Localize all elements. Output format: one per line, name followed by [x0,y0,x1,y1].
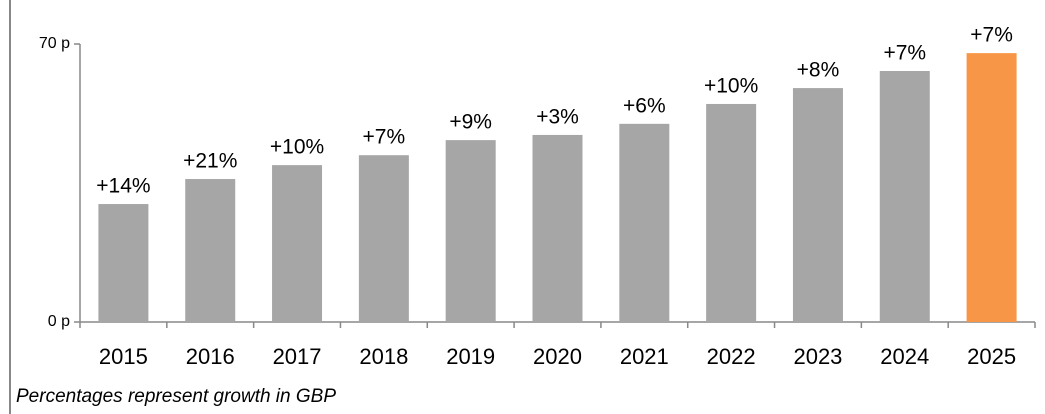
value-label: +8% [797,59,840,82]
bar [706,103,757,323]
bar [445,140,496,322]
value-label: +7% [970,24,1013,47]
x-tick-label: 2022 [707,344,756,369]
value-label: +3% [536,105,579,128]
x-tick-label: 2016 [186,344,235,369]
x-tick-label: 2018 [359,344,408,369]
x-tick-label: 2015 [99,344,148,369]
bar [358,155,409,322]
value-label: +10% [270,136,324,159]
value-label: +7% [883,42,926,65]
bar [619,123,670,322]
x-tick-label: 2019 [446,344,495,369]
x-tick-label: 2023 [793,344,842,369]
bar [98,204,149,322]
value-label: +7% [363,126,406,149]
x-tick-label: 2025 [967,344,1016,369]
y-tick-label: 70 p [39,35,70,52]
bar [879,71,930,323]
y-tick-label: 0 p [48,313,70,330]
value-label: +14% [96,175,150,198]
value-label: +10% [704,75,758,98]
value-label: +6% [623,94,666,117]
value-label: +9% [449,111,492,134]
bar [185,179,236,322]
bar [792,88,843,322]
x-tick-label: 2021 [620,344,669,369]
bar [272,165,323,322]
x-tick-label: 2017 [273,344,322,369]
bar [532,134,583,322]
bar [966,53,1017,323]
value-label: +21% [183,150,237,173]
chart-note: Percentages represent growth in GBP [16,386,336,407]
x-tick-label: 2024 [880,344,929,369]
x-tick-label: 2020 [533,344,582,369]
